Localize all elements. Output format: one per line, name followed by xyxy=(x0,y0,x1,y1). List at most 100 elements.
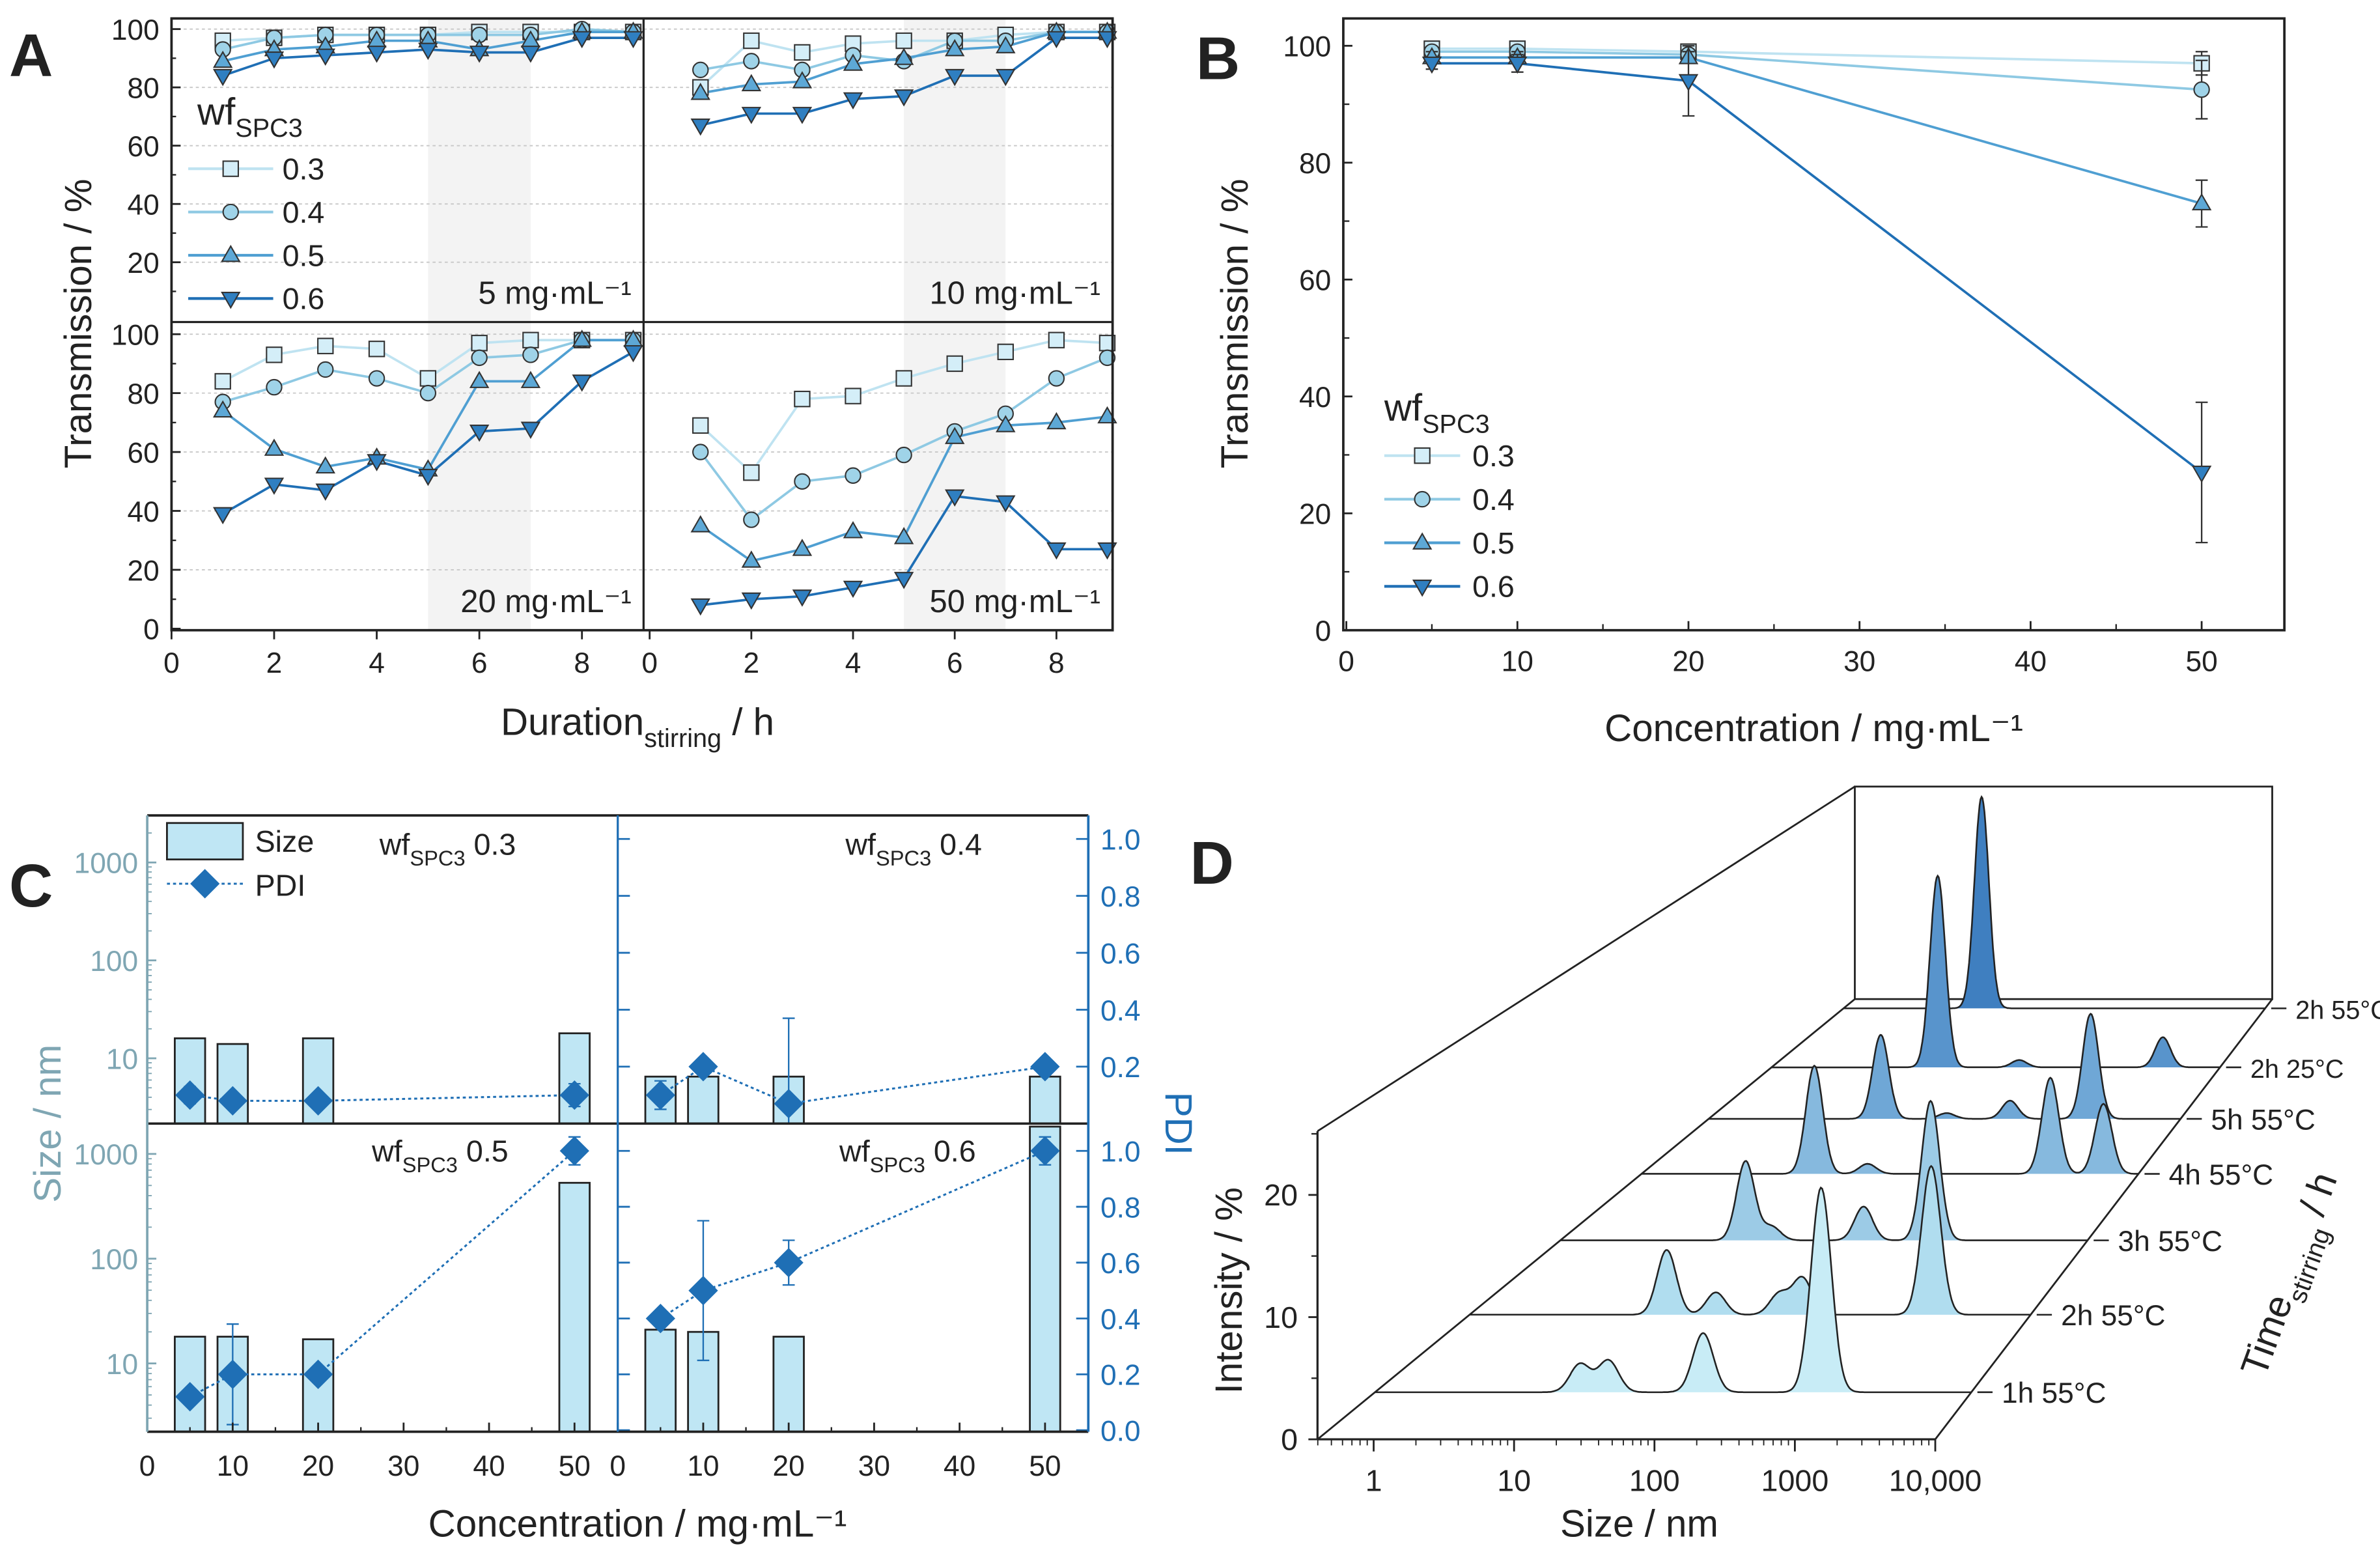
a-y-tick-label: 20 xyxy=(128,247,160,279)
a-y-tick-label: 80 xyxy=(128,72,160,104)
c-pdi-point xyxy=(559,1080,589,1110)
c-size-bar xyxy=(687,1075,720,1125)
c-size-bar xyxy=(1029,1125,1061,1433)
a-data-point xyxy=(997,343,1014,361)
b-legend-marker xyxy=(1414,447,1431,464)
c-pdi-point xyxy=(303,1086,333,1116)
b-frame xyxy=(1342,17,2286,632)
a-legend-title-sub: SPC3 xyxy=(235,114,302,143)
a-data-point xyxy=(572,374,592,392)
d-trace-label: 4h 55°C xyxy=(2169,1159,2273,1191)
a-data-point xyxy=(741,107,762,124)
c-legend-pdi-label: PDI xyxy=(255,869,306,903)
a-y-tick-label: 40 xyxy=(128,190,160,221)
a-x-title-sub: stirring xyxy=(644,724,721,753)
d-trace-line xyxy=(1709,1013,2181,1120)
a-data-point xyxy=(522,331,539,348)
a-frame xyxy=(170,17,1114,632)
c-subpanel-label-main: wf xyxy=(371,1134,403,1168)
a-data-point xyxy=(1048,331,1065,348)
c-legend-pdi-marker xyxy=(190,869,220,899)
a-data-point xyxy=(743,53,760,70)
c-x-tick-label: 30 xyxy=(858,1450,890,1482)
c-y-axis-title: Size / nm xyxy=(27,1045,69,1203)
a-data-point xyxy=(794,390,811,408)
a-data-point xyxy=(743,32,760,49)
a-data-point xyxy=(317,337,334,354)
a-data-point xyxy=(996,68,1016,87)
c-x-axis-title: Concentration / mg·mL⁻¹ xyxy=(428,1502,847,1545)
a-data-point xyxy=(792,71,813,89)
a-x-axis-title: Durationstirring / h xyxy=(501,701,774,753)
d-trace-fill xyxy=(1641,1065,2139,1174)
b-x-tick-label: 20 xyxy=(1672,646,1704,678)
a-data-point xyxy=(895,32,912,49)
c-subpanel-label-value: 0.4 xyxy=(931,828,982,862)
a-data-point xyxy=(572,31,592,49)
a-data-point xyxy=(522,346,539,363)
a-data-point xyxy=(743,511,760,528)
a-data-point xyxy=(996,495,1016,513)
d-trace-label: 5h 55°C xyxy=(2211,1104,2315,1136)
a-x-tick-label: 8 xyxy=(1048,647,1065,679)
a-data-point xyxy=(418,468,438,486)
a-data-point xyxy=(623,31,643,49)
a-y-tick-label: 60 xyxy=(128,437,160,469)
a-legend-label: 0.3 xyxy=(283,152,325,186)
c-pdi-point xyxy=(645,1080,675,1110)
d-x-tick-label: 10 xyxy=(1497,1463,1531,1497)
c-y2-tick-label: 1.0 xyxy=(1100,1136,1141,1168)
c-x-tick-label: 10 xyxy=(687,1450,719,1482)
b-legend-title-sub: SPC3 xyxy=(1422,410,1489,439)
a-data-point xyxy=(893,89,914,107)
b-y-tick-label: 60 xyxy=(1299,265,1331,297)
c-x-tick-label: 40 xyxy=(944,1450,975,1482)
d-y-tick-label: 10 xyxy=(1264,1301,1298,1334)
b-legend-label: 0.3 xyxy=(1472,439,1515,473)
a-data-point xyxy=(520,371,541,388)
a-legend-title-main: wf xyxy=(197,91,236,134)
c-pdi-point xyxy=(217,1359,247,1390)
a-y-tick-label: 40 xyxy=(128,496,160,528)
a-x-tick-label: 2 xyxy=(266,647,283,679)
a-subpanel-label: 20 mg·mL⁻¹ xyxy=(460,584,631,619)
d-trace-label: 2h 25°C xyxy=(2250,1055,2344,1084)
a-legend-marker xyxy=(222,160,240,177)
a-data-point xyxy=(944,68,965,87)
a-data-point xyxy=(520,46,541,63)
a-data-point xyxy=(1048,370,1065,387)
a-data-point xyxy=(623,345,643,363)
a-data-point xyxy=(212,400,233,418)
a-data-point xyxy=(266,378,283,396)
a-x-title-unit: / h xyxy=(721,701,774,744)
c-pdi-point xyxy=(559,1136,589,1166)
c-size-bar xyxy=(558,1032,591,1125)
b-data-point xyxy=(2191,193,2212,210)
a-data-point xyxy=(893,572,914,589)
a-legend-marker xyxy=(222,203,240,221)
b-y-tick-label: 0 xyxy=(1315,615,1332,647)
a-data-point xyxy=(368,341,385,358)
a-subpanel-label: 50 mg·mL⁻¹ xyxy=(930,584,1100,619)
a-data-point xyxy=(996,415,1016,432)
d-x-tick-label: 10,000 xyxy=(1889,1463,1982,1497)
a-data-point xyxy=(690,83,710,100)
d-trace-fill xyxy=(1375,1187,1972,1392)
c-subpanel-label-main: wf xyxy=(379,828,411,862)
d-floor-right-edge xyxy=(1934,998,2273,1441)
a-x-tick-label: 0 xyxy=(163,647,180,679)
a-data-point xyxy=(418,42,438,61)
a-data-point xyxy=(893,527,914,544)
c-y-tick-label: 100 xyxy=(90,1244,138,1276)
c-subpanel-label-value: 0.6 xyxy=(925,1134,976,1168)
c-y-tick-label: 100 xyxy=(90,946,138,977)
a-data-point xyxy=(690,598,710,616)
b-data-point xyxy=(1421,56,1442,74)
panel-label-b: B xyxy=(1196,25,1240,92)
a-x-tick-label: 6 xyxy=(471,647,488,679)
a-data-point xyxy=(690,118,710,136)
a-data-point xyxy=(214,373,231,390)
c-pdi-point xyxy=(303,1359,333,1390)
